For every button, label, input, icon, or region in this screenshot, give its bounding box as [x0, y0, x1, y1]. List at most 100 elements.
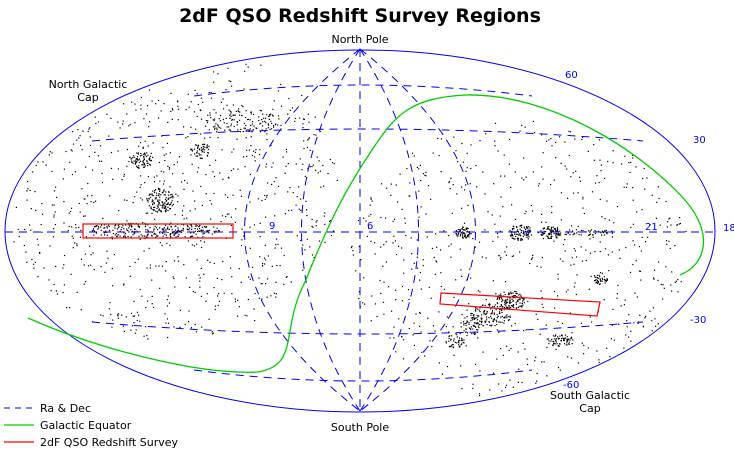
sky-point	[485, 257, 487, 259]
sky-point	[138, 159, 140, 161]
sky-point	[270, 113, 272, 115]
sky-point	[165, 191, 167, 193]
sky-point	[602, 232, 604, 234]
sky-point	[167, 202, 169, 204]
sky-point	[395, 351, 397, 353]
sky-point	[182, 210, 184, 212]
sky-point	[461, 232, 463, 234]
sky-point	[80, 258, 83, 260]
sky-point	[418, 216, 420, 218]
sky-point	[48, 154, 50, 156]
sky-point	[193, 148, 195, 150]
sky-point	[218, 293, 220, 295]
sky-point	[183, 264, 185, 266]
sky-point	[676, 224, 679, 226]
sky-point	[409, 182, 411, 184]
sky-point	[34, 191, 36, 193]
sky-point	[577, 225, 579, 227]
sky-point	[512, 292, 514, 294]
sky-point	[582, 196, 584, 198]
sky-point	[214, 118, 216, 120]
sky-point	[143, 166, 145, 168]
sky-point	[165, 224, 167, 226]
sky-point	[148, 205, 150, 207]
sky-point	[492, 240, 494, 242]
north-cap-label-line2: Cap	[77, 91, 98, 104]
sky-point	[517, 231, 520, 233]
sky-point	[154, 198, 156, 200]
sky-point	[258, 277, 260, 279]
sky-point	[173, 234, 175, 236]
sky-point	[139, 231, 141, 233]
sky-point	[430, 198, 432, 200]
sky-point	[209, 261, 211, 263]
sky-point	[506, 301, 508, 303]
sky-point	[177, 108, 180, 110]
sky-point	[393, 326, 395, 328]
sky-point	[307, 113, 309, 115]
sky-point	[101, 181, 104, 184]
sky-point	[524, 126, 526, 128]
sky-point	[482, 311, 484, 313]
sky-point	[200, 97, 203, 99]
sky-point	[577, 231, 579, 233]
sky-point	[602, 230, 604, 232]
sky-point	[119, 235, 121, 237]
sky-point	[500, 256, 502, 259]
sky-point	[175, 193, 177, 195]
sky-point	[261, 298, 263, 300]
sky-point	[292, 192, 294, 194]
sky-point	[550, 229, 552, 231]
sky-point	[481, 317, 483, 319]
sky-point	[543, 230, 545, 232]
sky-point	[600, 170, 602, 172]
sky-point	[86, 203, 88, 205]
sky-point	[503, 320, 505, 322]
sky-point	[158, 203, 160, 205]
sky-point	[154, 218, 156, 220]
sky-point	[142, 222, 144, 224]
sky-point	[190, 101, 192, 103]
sky-point	[153, 202, 155, 205]
sky-point	[71, 173, 74, 176]
sky-point	[171, 195, 174, 197]
sky-point	[521, 306, 523, 308]
sky-point	[250, 111, 252, 113]
sky-point	[512, 386, 514, 388]
sky-point	[222, 98, 224, 100]
sky-point	[198, 152, 200, 155]
sky-point	[265, 163, 268, 165]
sky-point	[286, 276, 288, 278]
sky-point	[167, 203, 169, 205]
sky-point	[134, 196, 136, 198]
sky-point	[352, 254, 354, 256]
sky-point	[581, 138, 583, 141]
sky-point	[485, 320, 487, 322]
sky-point	[74, 171, 76, 173]
sky-point	[177, 256, 179, 258]
sky-point	[637, 322, 639, 324]
sky-point	[138, 161, 140, 164]
sky-point	[168, 167, 170, 169]
sky-point	[476, 317, 478, 319]
sky-point	[152, 142, 154, 144]
sky-point	[585, 259, 587, 262]
sky-point	[196, 171, 199, 173]
sky-point	[626, 183, 628, 185]
sky-point	[649, 224, 651, 226]
sky-point	[521, 124, 523, 126]
sky-point	[132, 155, 135, 157]
sky-point	[188, 227, 191, 229]
sky-point	[449, 335, 451, 337]
sky-point	[191, 163, 193, 165]
sky-point	[284, 213, 286, 215]
sky-point	[526, 358, 528, 360]
sky-point	[600, 280, 602, 282]
sky-point	[136, 319, 138, 322]
sky-point	[168, 168, 171, 170]
sky-point	[302, 123, 304, 125]
sky-point	[642, 177, 644, 180]
sky-point	[678, 223, 680, 225]
sky-point	[289, 109, 291, 111]
sky-point	[224, 194, 226, 196]
